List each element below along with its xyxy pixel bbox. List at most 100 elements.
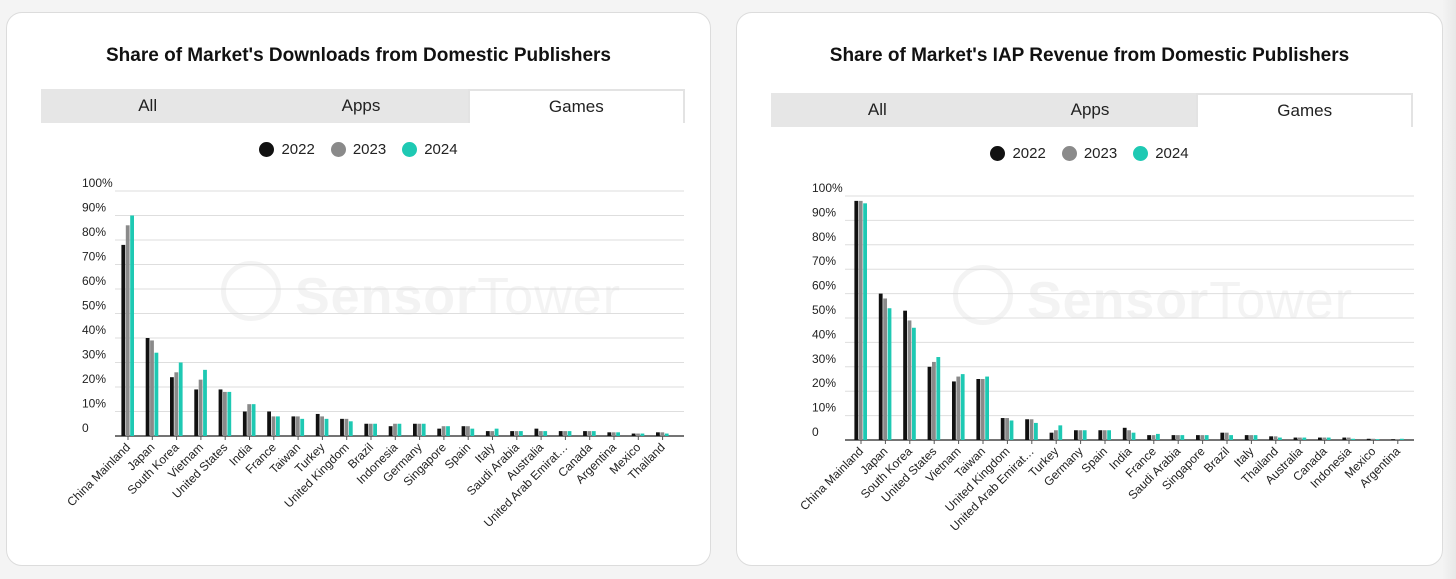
legend-item-2024[interactable]: 2024 xyxy=(402,141,458,158)
legend-label-2023: 2023 xyxy=(352,141,387,158)
bar-saudi-arabia-2024 xyxy=(519,431,523,436)
bar-thailand-2022 xyxy=(656,432,660,436)
bar-mexico-2024 xyxy=(640,433,645,436)
bar-united-states-2023 xyxy=(932,361,936,440)
bar-singapore-2023 xyxy=(441,426,446,436)
bar-france-2024 xyxy=(1156,433,1160,440)
legend-dot-2023 xyxy=(1061,146,1077,161)
bar-china-mainland-2022 xyxy=(854,200,859,440)
bar-indonesia-2023 xyxy=(393,423,397,436)
y-tick-label: 50% xyxy=(82,299,106,313)
bar-brazil-2023 xyxy=(368,423,373,436)
bar-australia-2024 xyxy=(543,431,548,436)
bar-singapore-2022 xyxy=(1196,435,1200,440)
downloads-tab-apps[interactable]: Apps xyxy=(254,89,468,123)
bar-mexico-2023 xyxy=(636,433,640,436)
bar-canada-2022 xyxy=(1318,437,1322,440)
bar-taiwan-2022 xyxy=(291,416,296,436)
bar-china-mainland-2023 xyxy=(125,225,130,436)
iap-legend: 2022 2023 2024 xyxy=(737,145,1442,162)
downloads-bar-chart: 0 10% 20% 30% 40% 50% 60% 70% 80% 90% 100% China Ma… xyxy=(64,176,684,530)
bar-south-korea-2022 xyxy=(903,310,907,440)
bar-united-kingdom-2024 xyxy=(348,421,353,436)
bar-canada-2024 xyxy=(591,431,596,436)
legend-item-2023[interactable]: 2023 xyxy=(1061,145,1118,162)
x-tick-label-china-mainland: China Mainland xyxy=(64,440,133,509)
bar-italy-2022 xyxy=(1244,435,1249,440)
bar-united-states-2022 xyxy=(218,389,223,436)
bar-spain-2022 xyxy=(1098,430,1103,440)
legend-item-2022[interactable]: 2022 xyxy=(259,141,315,158)
y-tick-label: 0 xyxy=(82,421,89,435)
bar-singapore-2022 xyxy=(437,428,442,436)
bar-mexico-2024 xyxy=(1375,439,1380,440)
bar-canada-2023 xyxy=(1322,437,1327,440)
bar-turkey-2024 xyxy=(324,418,329,436)
bar-united-kingdom-2022 xyxy=(340,418,344,436)
bar-turkey-2022 xyxy=(315,413,320,436)
legend-item-2024[interactable]: 2024 xyxy=(1133,145,1189,162)
bar-germany-2023 xyxy=(417,423,422,436)
bar-indonesia-2024 xyxy=(1351,438,1355,440)
bar-united-arab-emirat-2024 xyxy=(567,431,572,436)
legend-item-2023[interactable]: 2023 xyxy=(330,141,387,158)
bar-south-korea-2024 xyxy=(912,327,916,440)
bar-united-arab-emirat-2024 xyxy=(1034,422,1038,440)
y-tick-label: 60% xyxy=(82,274,106,288)
bar-saudi-arabia-2023 xyxy=(514,431,519,436)
bar-thailand-2022 xyxy=(1269,436,1273,440)
bar-indonesia-2022 xyxy=(388,426,393,436)
bar-japan-2023 xyxy=(883,298,887,440)
bar-japan-2024 xyxy=(887,308,892,440)
bar-india-2024 xyxy=(1131,432,1136,440)
legend-dot-2022 xyxy=(259,142,275,157)
bar-germany-2022 xyxy=(1074,430,1078,440)
y-tick-label: 70% xyxy=(82,250,106,264)
bar-india-2024 xyxy=(251,404,256,436)
bar-vietnam-2024 xyxy=(960,374,965,440)
bar-germany-2024 xyxy=(1082,430,1087,440)
x-tick-label-spain: Spain xyxy=(442,440,474,472)
bar-france-2022 xyxy=(1147,435,1151,440)
bar-united-states-2024 xyxy=(936,357,941,440)
bar-china-mainland-2024 xyxy=(130,215,134,436)
bar-brazil-2024 xyxy=(1229,435,1233,440)
iap-tab-apps[interactable]: Apps xyxy=(983,93,1197,127)
downloads-tab-all[interactable]: All xyxy=(41,89,255,123)
y-tick-label: 40% xyxy=(812,327,836,341)
x-tick-label-brazil: Brazil xyxy=(1201,444,1232,475)
bar-france-2023 xyxy=(271,416,276,436)
iap-tab-all[interactable]: All xyxy=(771,93,984,127)
y-tick-label: 30% xyxy=(82,348,106,362)
bar-united-arab-emirat-2023 xyxy=(563,431,567,436)
bar-united-states-2024 xyxy=(227,391,232,436)
bar-united-kingdom-2022 xyxy=(1000,418,1005,440)
bar-argentina-2023 xyxy=(1395,439,1400,440)
bar-thailand-2024 xyxy=(664,433,669,436)
iap-tab-games[interactable]: Games xyxy=(1196,93,1414,127)
bar-taiwan-2023 xyxy=(980,379,985,440)
legend-dot-2023 xyxy=(330,142,346,157)
bar-australia-2023 xyxy=(1298,437,1302,440)
bar-argentina-2022 xyxy=(607,432,612,436)
bar-vietnam-2022 xyxy=(952,381,956,440)
bar-india-2022 xyxy=(242,411,247,436)
bar-brazil-2023 xyxy=(1224,432,1229,440)
bar-australia-2022 xyxy=(1293,437,1298,440)
bar-brazil-2022 xyxy=(364,423,369,436)
bar-taiwan-2022 xyxy=(976,379,981,440)
y-tick-label: 90% xyxy=(812,205,836,219)
bar-turkey-2023 xyxy=(1054,430,1058,440)
bar-spain-2022 xyxy=(461,426,466,436)
bar-united-kingdom-2023 xyxy=(344,418,349,436)
bar-italy-2023 xyxy=(490,431,495,436)
iap-tabs: All Apps Games xyxy=(771,93,1414,127)
bar-brazil-2024 xyxy=(373,423,377,436)
bar-china-mainland-2024 xyxy=(863,203,867,440)
legend-item-2022[interactable]: 2022 xyxy=(990,145,1046,162)
downloads-tab-games[interactable]: Games xyxy=(467,89,685,123)
bar-france-2022 xyxy=(267,411,271,436)
bar-argentina-2024 xyxy=(1400,438,1404,440)
y-tick-label: 60% xyxy=(812,279,836,293)
legend-label-2023: 2023 xyxy=(1083,145,1118,162)
